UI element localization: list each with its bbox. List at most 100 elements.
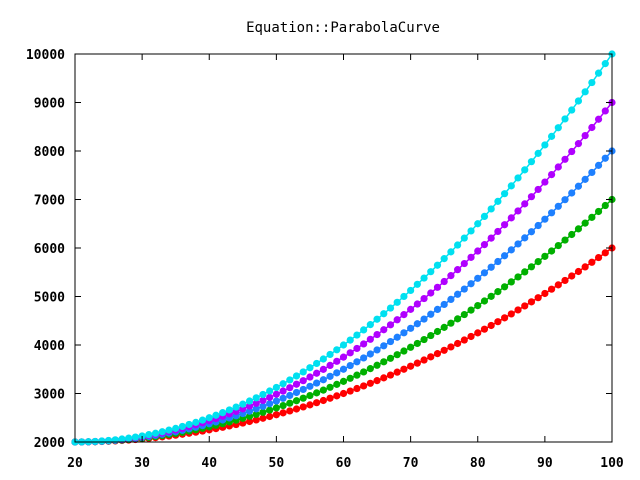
data-point	[440, 346, 448, 354]
data-point	[407, 305, 415, 313]
data-point	[393, 368, 401, 376]
data-point	[400, 365, 408, 373]
data-point	[507, 278, 515, 286]
data-point	[547, 247, 556, 255]
data-point	[299, 368, 307, 376]
series-layer	[71, 50, 616, 446]
series-2	[71, 147, 616, 446]
data-point	[319, 355, 327, 363]
data-point	[245, 402, 254, 410]
data-point	[239, 400, 247, 408]
data-point	[541, 289, 549, 298]
data-point	[574, 267, 583, 276]
data-point	[339, 353, 348, 361]
data-point	[581, 219, 589, 227]
data-point	[266, 393, 274, 401]
data-point	[480, 297, 489, 305]
data-point	[433, 327, 442, 336]
data-point	[440, 300, 448, 309]
data-point	[131, 433, 140, 441]
data-point	[118, 435, 126, 443]
data-point	[581, 88, 589, 96]
data-point	[313, 369, 321, 377]
data-point	[601, 60, 609, 68]
data-point	[172, 424, 180, 432]
data-point	[373, 377, 381, 385]
data-point	[440, 255, 448, 263]
data-point	[407, 343, 415, 351]
data-point	[447, 272, 455, 280]
data-point	[366, 350, 374, 358]
x-tick-label: 60	[336, 456, 352, 471]
data-point	[427, 289, 435, 297]
data-point	[561, 276, 569, 285]
data-point	[588, 168, 596, 177]
axis-layer: 20 30 40 50 60 70 80 90 100 2000 3000 4000 5000 6000 7…	[26, 48, 624, 471]
data-point	[373, 361, 381, 369]
data-point	[407, 324, 415, 332]
data-point	[554, 241, 562, 250]
data-point	[400, 311, 408, 319]
data-point	[373, 346, 381, 354]
data-point	[420, 356, 428, 364]
data-point	[427, 310, 435, 318]
data-point	[413, 339, 421, 348]
data-point	[433, 350, 442, 358]
data-point	[151, 429, 160, 437]
y-tick-label: 2000	[34, 436, 65, 451]
data-point	[272, 411, 280, 419]
x-tick-label: 50	[269, 456, 285, 471]
data-point	[306, 382, 314, 390]
data-point	[292, 397, 301, 405]
data-point	[501, 283, 509, 291]
data-point	[272, 404, 280, 412]
data-point	[393, 298, 401, 306]
data-point	[427, 268, 435, 276]
data-point	[360, 354, 368, 362]
data-point	[541, 178, 549, 186]
data-point	[272, 383, 280, 392]
x-tick-label: 40	[201, 456, 217, 471]
data-point	[360, 382, 368, 390]
data-point	[346, 349, 354, 357]
data-point	[339, 389, 348, 398]
data-point	[346, 374, 354, 382]
data-point	[588, 213, 596, 221]
data-point	[501, 252, 509, 260]
data-point	[360, 340, 368, 348]
data-point	[252, 394, 260, 402]
data-point	[333, 380, 341, 388]
data-point	[272, 397, 280, 405]
data-point	[346, 361, 354, 370]
data-point	[205, 414, 213, 422]
data-point	[413, 280, 421, 288]
data-point	[547, 209, 556, 217]
data-point	[185, 420, 193, 429]
data-point	[259, 390, 267, 399]
data-point	[259, 414, 267, 422]
data-point	[259, 408, 267, 416]
data-point	[326, 361, 334, 369]
data-point	[588, 258, 596, 266]
data-point	[534, 221, 542, 230]
data-point	[279, 401, 287, 410]
data-point	[252, 405, 260, 413]
data-point	[380, 342, 388, 350]
y-tick-label: 9000	[34, 97, 65, 112]
x-tick-label: 30	[134, 456, 150, 471]
x-tick-label: 90	[537, 456, 553, 471]
data-point	[319, 386, 327, 394]
data-point	[514, 174, 522, 182]
data-point	[433, 283, 442, 291]
data-point	[413, 359, 421, 367]
data-point	[413, 320, 421, 328]
data-point	[474, 301, 482, 310]
data-point	[460, 234, 468, 242]
data-point	[514, 207, 522, 215]
data-point	[366, 379, 374, 387]
data-point	[313, 399, 321, 407]
data-point	[145, 431, 153, 439]
data-point	[601, 249, 609, 257]
data-point	[501, 190, 509, 198]
data-point	[279, 394, 287, 402]
